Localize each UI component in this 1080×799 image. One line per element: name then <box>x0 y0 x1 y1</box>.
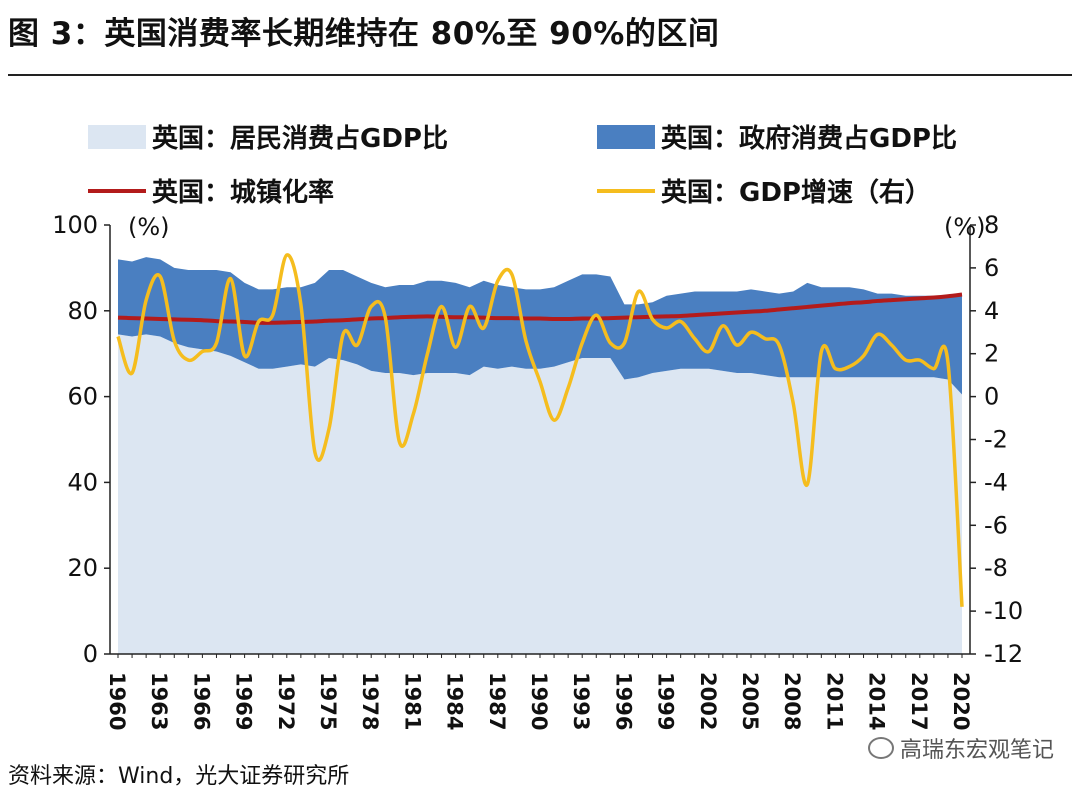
left-tick-label: 40 <box>67 468 98 496</box>
legend-label-gdp: 英国：GDP增速（右） <box>661 178 931 208</box>
legend-item-government: 英国：政府消费占GDP比 <box>597 118 957 155</box>
right-tick-label: 8 <box>984 211 999 239</box>
x-tick-label: 1996 <box>611 672 635 730</box>
x-tick-label: 2011 <box>822 672 846 730</box>
legend-item-household: 英国：居民消费占GDP比 <box>88 118 448 155</box>
line-layer <box>116 253 964 607</box>
x-tick-label: 1969 <box>232 672 256 730</box>
x-tick-label: 1990 <box>527 672 551 730</box>
x-tick-label: 2002 <box>696 672 720 730</box>
x-tick-label: 1972 <box>274 672 298 730</box>
x-tick-label: 2005 <box>738 672 762 730</box>
left-tick-label: 60 <box>67 383 98 411</box>
legend-label-government: 英国：政府消费占GDP比 <box>661 124 957 154</box>
right-tick-label: -6 <box>984 511 1008 539</box>
legend-swatch-government <box>597 124 655 149</box>
area-layer <box>118 257 962 654</box>
area-household <box>118 334 962 654</box>
line-gdp-growth <box>116 253 964 607</box>
area-government <box>118 257 962 395</box>
watermark: 高瑞东宏观笔记 <box>867 732 1054 764</box>
x-tick-label: 1960 <box>105 672 129 730</box>
right-tick-label: 0 <box>984 383 999 411</box>
title-divider <box>8 74 1072 76</box>
x-tick-label: 1993 <box>569 672 593 730</box>
x-tick-label: 2020 <box>949 672 973 730</box>
x-tick-label: 1978 <box>358 672 382 730</box>
legend-swatch-urbanization <box>88 188 146 193</box>
right-tick-label: 6 <box>984 254 999 282</box>
x-tick-label: 1966 <box>189 672 213 730</box>
left-tick-label: 80 <box>67 297 98 325</box>
left-tick-label: 0 <box>83 640 98 668</box>
right-tick-label: -10 <box>984 597 1023 625</box>
legend-item-gdp: 英国：GDP增速（右） <box>597 172 931 209</box>
right-axis-unit: (%) <box>944 213 986 241</box>
legend-swatch-household <box>88 124 146 149</box>
right-tick-label: 2 <box>984 340 999 368</box>
x-tick-label: 1999 <box>654 672 678 730</box>
chart-title: 图 3：英国消费率长期维持在 80%至 90%的区间 <box>8 16 720 52</box>
right-tick-label: -4 <box>984 468 1008 496</box>
x-tick-label: 1963 <box>147 672 171 730</box>
x-tick-label: 1987 <box>485 672 509 730</box>
x-tick-label: 1981 <box>400 672 424 730</box>
legend-label-household: 英国：居民消费占GDP比 <box>152 124 448 154</box>
wechat-icon <box>867 737 894 759</box>
x-tick-label: 1975 <box>316 672 340 730</box>
legend-swatch-gdp <box>597 188 655 193</box>
left-tick-label: 20 <box>67 554 98 582</box>
x-tick-label: 2008 <box>780 672 804 730</box>
x-tick-label: 2014 <box>865 672 889 730</box>
x-tick-label: 1984 <box>443 672 467 730</box>
left-axis-unit: (%) <box>128 213 170 241</box>
right-tick-label: -2 <box>984 426 1008 454</box>
x-tick-label: 2017 <box>907 672 931 730</box>
right-tick-label: 4 <box>984 297 999 325</box>
right-tick-label: -12 <box>984 640 1023 668</box>
source-note: 资料来源：Wind，光大证券研究所 <box>8 764 350 789</box>
legend-label-urbanization: 英国：城镇化率 <box>152 178 335 208</box>
axes-layer: 0 20 40 60 80 100 -12 -10 -8 -6 -4 -2 0 2 4 6 8 1960 1963 1… <box>52 211 1023 730</box>
right-tick-label: -8 <box>984 554 1008 582</box>
watermark-text: 高瑞东宏观笔记 <box>899 738 1054 763</box>
left-tick-label: 100 <box>52 211 98 239</box>
legend-item-urbanization: 英国：城镇化率 <box>88 172 334 209</box>
